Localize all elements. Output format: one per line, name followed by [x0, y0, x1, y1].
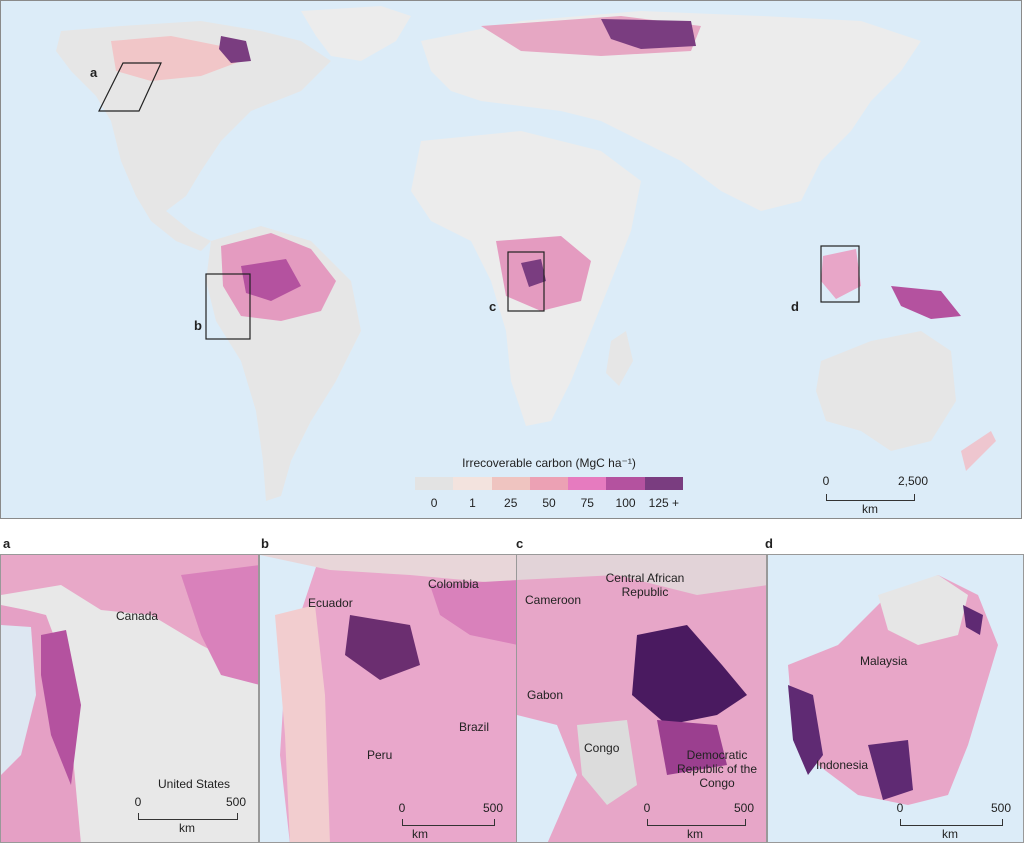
inset-d-outline — [820, 245, 860, 303]
panel-a-scale-line — [138, 813, 238, 820]
legend-tick-5: 100 — [615, 496, 636, 510]
panel-c-scale-tick-0: 0 — [643, 801, 651, 815]
panel-b-map — [260, 555, 516, 842]
congo-core-carbon — [521, 259, 546, 287]
panel-b: Ecuador Colombia Peru Brazil 0 500 km — [259, 554, 517, 843]
panel-b-scale-line — [402, 819, 495, 826]
north-america-landmass — [56, 21, 331, 251]
australia-landmass — [816, 331, 956, 451]
scale-tick-2500: 2,500 — [897, 474, 929, 488]
place-united-states: United States — [158, 777, 231, 791]
legend-tick-1: 1 — [469, 496, 476, 510]
canada-carbon — [111, 36, 241, 81]
amazon-core-carbon — [241, 259, 301, 301]
borneo-landmass — [821, 249, 861, 299]
panel-d-letter: d — [765, 536, 773, 551]
siberia-peat-carbon — [601, 19, 696, 49]
panel-b-scale-bar: 0 500 km — [398, 801, 503, 841]
legend-tick-4: 75 — [580, 496, 594, 510]
panel-a: Canada United States 0 500 km — [0, 554, 259, 843]
legend-tick-0: 0 — [430, 496, 438, 510]
main-scale-bar: 0 2,500 km — [822, 474, 928, 516]
legend-swatch-0 — [415, 477, 454, 490]
legend-swatch-1 — [453, 477, 492, 490]
place-brazil: Brazil — [459, 720, 490, 734]
scale-tick-0: 0 — [822, 474, 830, 488]
place-cameroon: Cameroon — [525, 593, 582, 607]
legend-swatch-4 — [568, 477, 607, 490]
inset-marker-d: d — [791, 299, 799, 314]
legend-swatch-2 — [491, 477, 530, 490]
inset-c-outline — [507, 251, 545, 312]
panel-b-scale-tick-500: 500 — [482, 801, 504, 815]
panel-c-scale-bar: 0 500 km — [643, 801, 754, 841]
legend-tick-2: 25 — [504, 496, 518, 510]
inset-marker-a: a — [90, 65, 98, 80]
panel-a-scale-unit: km — [179, 821, 195, 835]
legend-tick-6: 125 + — [648, 496, 680, 510]
panel-b-scale-unit: km — [412, 827, 428, 841]
panel-d-scale-unit: km — [942, 827, 958, 841]
greenland-landmass — [301, 6, 411, 61]
inset-panels: a Canada United States 0 500 km b — [0, 536, 1024, 843]
legend-swatch-5 — [606, 477, 645, 490]
panel-a-letter: a — [3, 536, 11, 551]
world-map: a b c d Irrecoverable carbon (MgC ha⁻¹) … — [0, 0, 1022, 519]
panel-a-map — [1, 555, 258, 842]
legend-ticks: 0 1 25 50 75 100 125 + — [415, 496, 683, 510]
panel-b-letter: b — [261, 536, 269, 551]
inset-marker-c: c — [489, 299, 497, 314]
new-zealand-landmass — [961, 431, 996, 471]
place-central-african-republic: Central African Republic — [605, 571, 685, 599]
scale-unit: km — [862, 502, 878, 516]
legend-color-bar — [415, 477, 683, 490]
place-indonesia: Indonesia — [816, 758, 869, 772]
legend-tick-3: 50 — [542, 496, 556, 510]
eurasia-landmass — [421, 11, 921, 211]
panel-c-letter: c — [516, 536, 524, 551]
legend-swatch-3 — [529, 477, 569, 490]
panel-a-scale-tick-500: 500 — [225, 795, 247, 809]
panel-c: Cameroon Central African Republic Gabon … — [516, 554, 767, 843]
panel-c-map — [517, 555, 766, 842]
panel-a-scale-bar: 0 500 km — [134, 795, 246, 835]
world-map-graphic — [56, 6, 996, 501]
panel-d-scale-tick-500: 500 — [990, 801, 1012, 815]
panel-d: Malaysia Indonesia 0 500 km — [767, 554, 1024, 843]
panel-c-scale-unit: km — [687, 827, 703, 841]
scale-line — [826, 494, 915, 501]
inset-marker-b: b — [194, 318, 202, 333]
panel-d-scale-bar: 0 500 km — [896, 801, 1011, 841]
place-congo: Congo — [584, 741, 620, 755]
panel-d-scale-line — [900, 819, 1003, 826]
panel-d-scale-tick-0: 0 — [896, 801, 904, 815]
panel-b-scale-tick-0: 0 — [398, 801, 406, 815]
place-malaysia: Malaysia — [860, 654, 908, 668]
panel-c-scale-line — [647, 819, 746, 826]
place-gabon: Gabon — [527, 688, 564, 702]
inset-a-outline — [98, 62, 162, 112]
place-democratic-republic-of-the-congo: Democratic Republic of the Congo — [676, 748, 758, 790]
panel-d-map — [768, 555, 1023, 842]
place-canada: Canada — [116, 609, 159, 623]
new-guinea-carbon — [891, 286, 961, 319]
hudson-carbon — [219, 36, 251, 63]
place-peru: Peru — [367, 748, 393, 762]
madagascar-landmass — [606, 331, 633, 386]
panel-a-scale-tick-0: 0 — [134, 795, 142, 809]
inset-b-outline — [205, 273, 251, 340]
place-ecuador: Ecuador — [308, 596, 353, 610]
legend-title: Irrecoverable carbon (MgC ha⁻¹) — [462, 456, 636, 470]
panel-c-scale-tick-500: 500 — [733, 801, 755, 815]
place-colombia: Colombia — [428, 577, 479, 591]
legend-swatch-6 — [644, 477, 683, 490]
